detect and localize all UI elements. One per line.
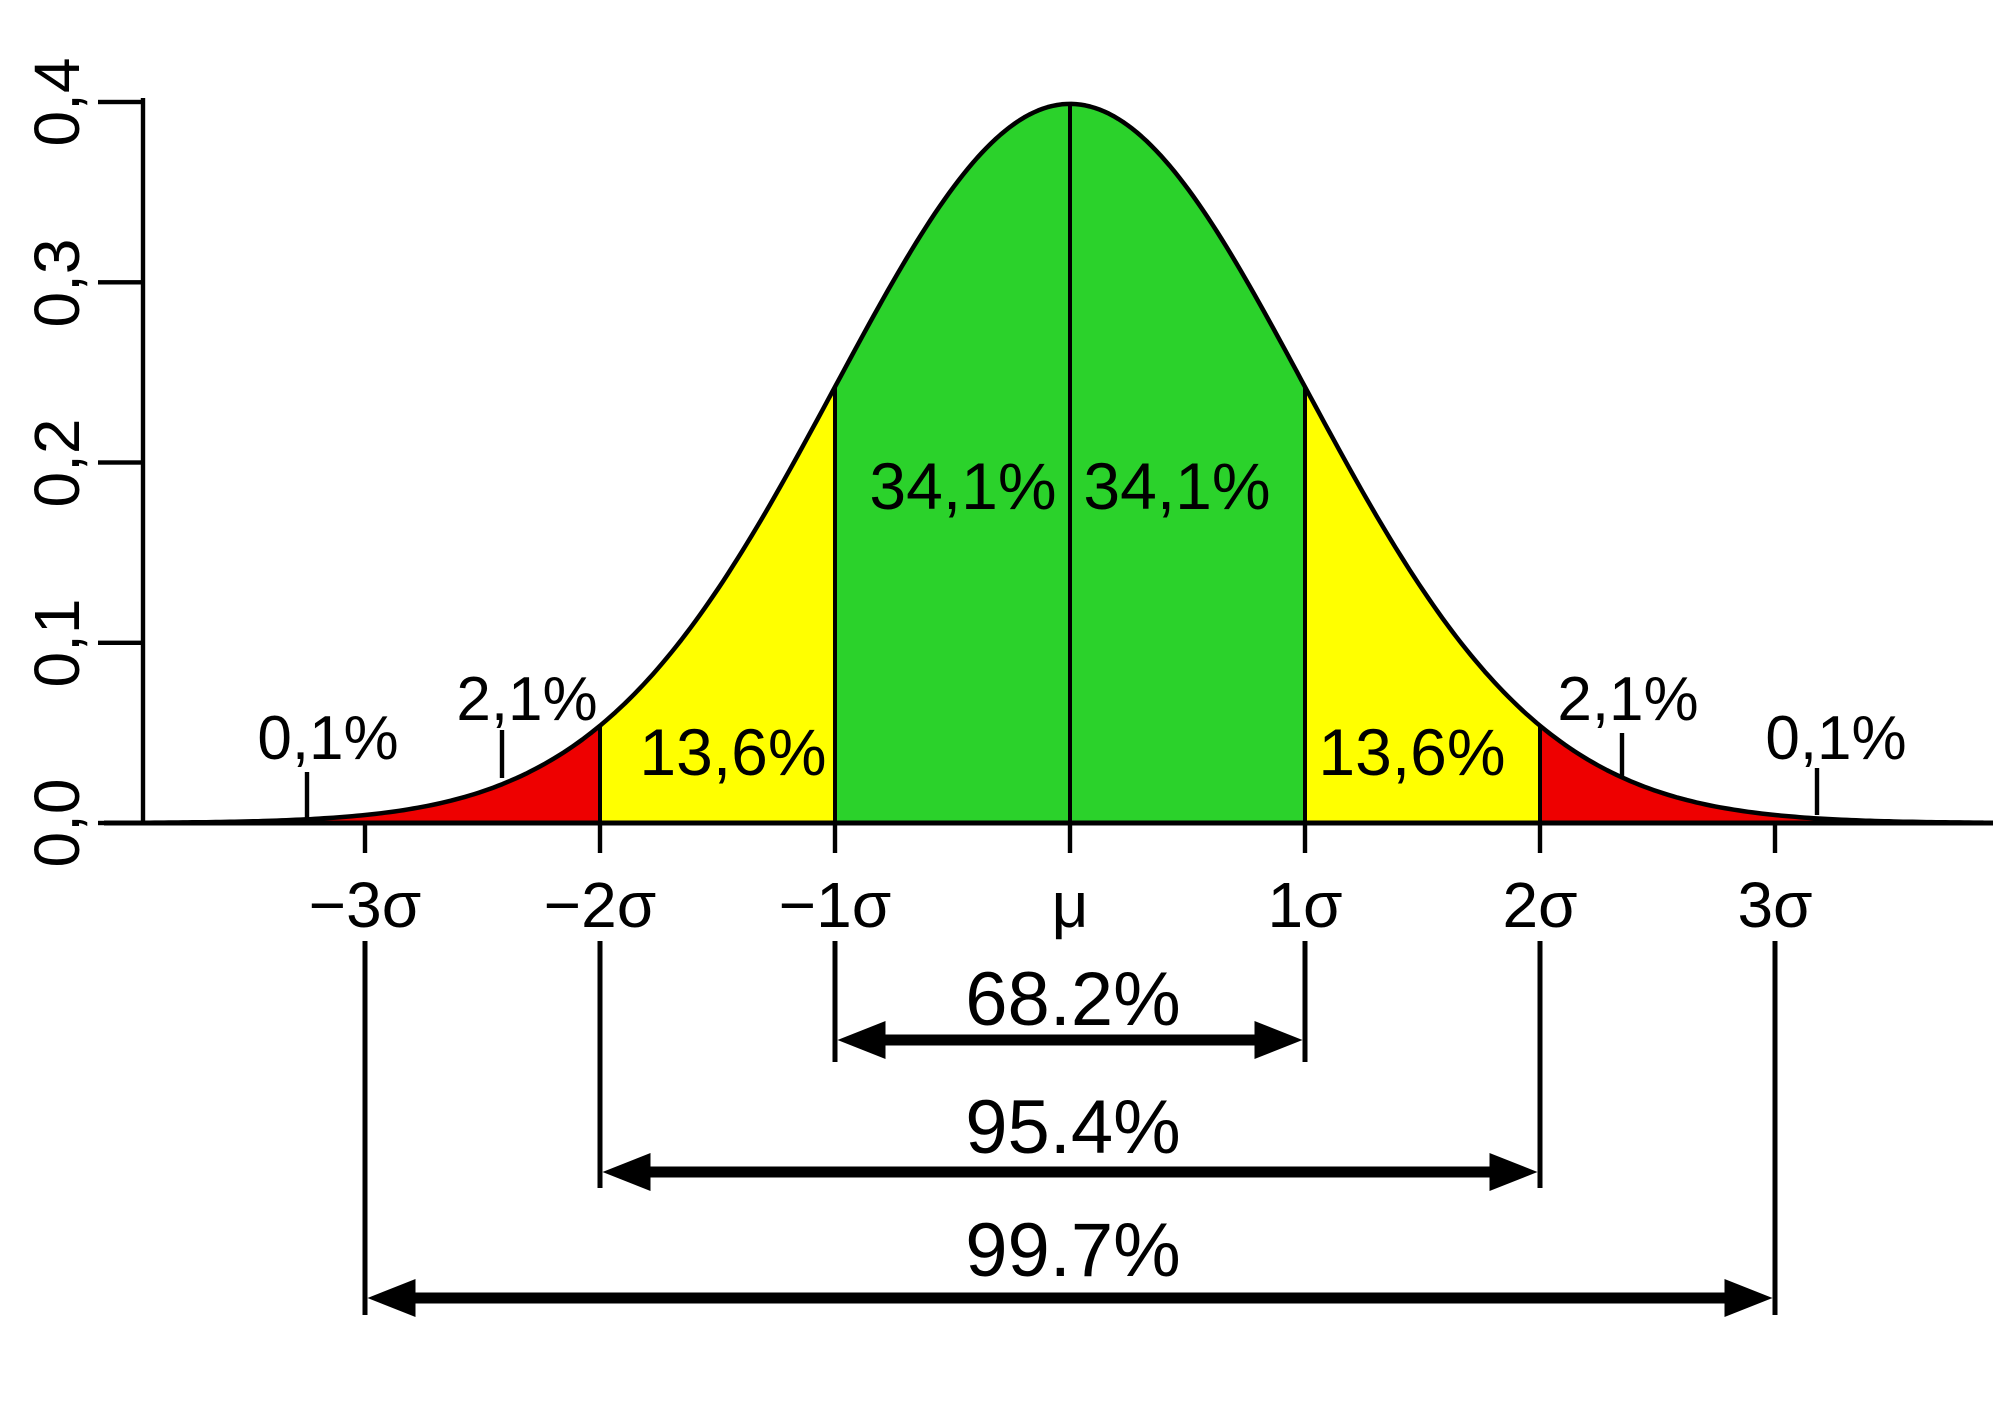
range-arrow-part [1489, 1153, 1538, 1191]
x-axis-tick-2 [832, 823, 838, 853]
y-tick-label-0: 0,0 [21, 778, 93, 868]
range-arrow-95-4 [602, 1153, 1538, 1191]
area-label-right-tail: 0,1% [1765, 704, 1907, 773]
y-tick-label-3: 0,3 [21, 238, 93, 328]
range-arrow-68-2 [837, 1021, 1303, 1059]
y-axis-tick-1 [98, 640, 143, 645]
x-tick-label-1-sigma: 1σ [1267, 869, 1343, 941]
range-arrow-99-7 [367, 1279, 1773, 1317]
range-endpoint-bar-3-sigma [1772, 941, 1778, 1315]
area-fill-red-right-tail [1540, 725, 1985, 824]
area-label-left-2-3: 2,1% [456, 665, 598, 734]
x-axis-tick-1 [597, 823, 603, 853]
x-axis-tick-4 [1302, 823, 1308, 853]
range-endpoint-bar-minus-1-sigma [832, 941, 838, 1062]
range-label-99-7: 99.7% [965, 1208, 1181, 1293]
x-tick-label-minus-1-sigma: −1σ [778, 869, 892, 941]
range-arrow-part [602, 1153, 651, 1191]
range-arrow-part [1254, 1021, 1303, 1059]
percent-indicator-tick-1 [499, 730, 505, 778]
range-label-95-4: 95.4% [965, 1085, 1181, 1170]
area-label-right-2-3: 2,1% [1557, 665, 1699, 734]
range-endpoint-bar-2-sigma [1537, 941, 1543, 1188]
y-axis-tick-0 [98, 820, 143, 826]
x-tick-label-mu: μ [1051, 869, 1089, 941]
y-axis-tick-2 [98, 460, 143, 465]
y-axis-tick-4 [98, 99, 143, 105]
range-arrow-part [367, 1279, 416, 1317]
y-axis-tick-3 [98, 280, 143, 285]
bell-curve-outline [147, 101, 1986, 825]
range-endpoint-bar-minus-3-sigma [362, 941, 368, 1315]
range-arrow-part [837, 1021, 886, 1059]
y-tick-label-1: 0,1 [21, 598, 93, 688]
percent-indicator-tick-3 [1814, 768, 1820, 815]
area-label-left-1-2: 13,6% [639, 715, 827, 789]
area-label-right-0-1: 34,1% [1083, 449, 1271, 523]
area-label-left-tail: 0,1% [257, 704, 399, 773]
range-endpoint-bar-minus-2-sigma [597, 941, 603, 1188]
area-label-left-0-1: 34,1% [869, 449, 1057, 523]
y-tick-label-2: 0,2 [21, 418, 93, 508]
x-tick-label-minus-2-sigma: −2σ [543, 869, 657, 941]
range-arrow-part [1724, 1279, 1773, 1317]
y-tick-label-4: 0,4 [21, 57, 93, 147]
percent-indicator-tick-0 [304, 772, 310, 818]
range-label-68-2: 68.2% [965, 957, 1181, 1042]
x-axis-tick-0 [362, 823, 368, 853]
x-axis-tick-3 [1067, 823, 1073, 853]
area-fill-red-left-tail [150, 725, 600, 824]
range-endpoint-bar-1-sigma [1302, 941, 1308, 1062]
area-label-right-1-2: 13,6% [1318, 715, 1506, 789]
x-axis-tick-6 [1772, 823, 1778, 853]
x-tick-label-2-sigma: 2σ [1502, 869, 1578, 941]
percent-indicator-tick-2 [1619, 733, 1625, 778]
x-axis-tick-5 [1537, 823, 1543, 853]
x-tick-label-minus-3-sigma: −3σ [308, 869, 422, 941]
x-axis-line [104, 820, 1993, 826]
x-tick-label-3-sigma: 3σ [1737, 869, 1813, 941]
